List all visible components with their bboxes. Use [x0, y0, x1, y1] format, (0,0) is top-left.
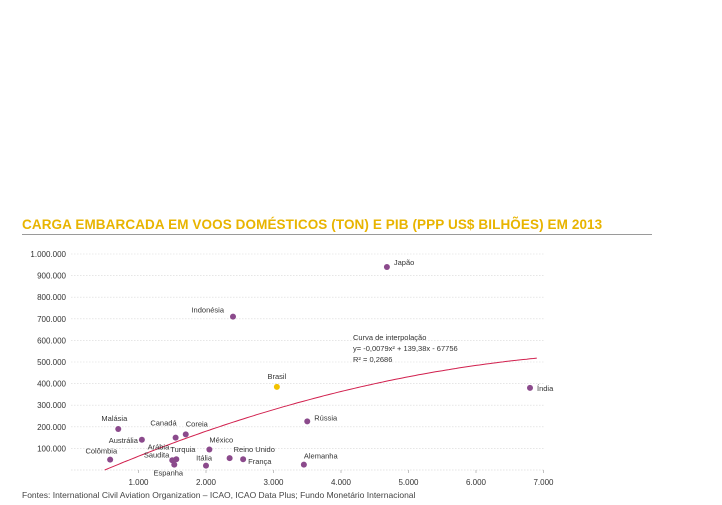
curve-title: Curva de interpolação — [353, 333, 426, 342]
data-point — [304, 418, 311, 425]
data-point — [273, 383, 280, 390]
data-point — [172, 434, 179, 441]
point-label: Espanha — [153, 469, 183, 478]
y-tick-label: 900.000 — [37, 272, 66, 281]
point-label: Canadá — [150, 419, 177, 428]
point-label: Arábia — [148, 442, 171, 451]
point-label: Índia — [537, 384, 554, 393]
y-tick-label: 100.000 — [37, 444, 66, 453]
data-point — [115, 425, 122, 432]
point-label: Indonésia — [191, 306, 224, 315]
chart-title: CARGA EMBARCADA EM VOOS DOMÉSTICOS (TON)… — [22, 217, 603, 232]
data-point — [230, 313, 236, 320]
label-layer: Japão Indonésia Brasil Índia Rússia Malásia Co… — [85, 258, 554, 478]
point-label: Japão — [394, 258, 414, 267]
title-divider — [22, 234, 652, 235]
x-tick-label: 4.000 — [331, 478, 352, 487]
point-label: Itália — [196, 454, 213, 463]
data-point — [240, 456, 247, 463]
point-label: Austrália — [109, 436, 139, 445]
x-tick-label: 1.000 — [128, 478, 149, 487]
point-label: Saudita — [144, 450, 170, 459]
interpolation-curve — [104, 357, 537, 471]
data-point — [182, 431, 189, 438]
point-label: Alemanha — [304, 452, 339, 461]
data-point — [171, 461, 178, 468]
data-point — [206, 446, 213, 453]
curve-layer — [104, 357, 537, 471]
data-point — [383, 263, 390, 270]
source-note: Fontes: International Civil Aviation Org… — [22, 490, 416, 500]
point-layer — [107, 263, 533, 469]
point-label: Rússia — [314, 413, 338, 422]
y-tick-label: 1.000.000 — [30, 250, 66, 259]
grid-layer — [71, 253, 544, 471]
y-tick-label: 800.000 — [37, 293, 66, 302]
x-tick-label: 2.000 — [196, 478, 217, 487]
point-label: Turquia — [170, 445, 196, 454]
point-label: Reino Unido — [234, 445, 275, 454]
data-point — [300, 461, 307, 468]
y-tick-label: 600.000 — [37, 336, 66, 345]
point-label: Coreia — [186, 419, 209, 428]
curve-equation: y= -0,0079x² + 139,38x - 67756 — [353, 344, 458, 353]
data-point — [226, 455, 233, 462]
point-label: Colômbia — [85, 447, 118, 456]
point-label: Malásia — [101, 414, 128, 423]
y-tick-label: 700.000 — [37, 315, 66, 324]
x-tick-label: 7.000 — [533, 478, 554, 487]
axis-layer: 100.000 200.000 300.000 400.000 500.000 600.0… — [30, 250, 554, 487]
x-tick-label: 3.000 — [263, 478, 284, 487]
data-point — [203, 462, 209, 469]
annotation-layer: Curva de interpolação y= -0,0079x² + 139… — [353, 333, 458, 364]
data-point — [107, 456, 114, 463]
y-tick-label: 400.000 — [37, 380, 66, 389]
data-point — [527, 384, 533, 391]
data-point — [138, 436, 145, 443]
y-tick-label: 300.000 — [37, 401, 66, 410]
y-tick-label: 500.000 — [37, 358, 66, 367]
point-label: México — [209, 435, 233, 444]
y-tick-label: 200.000 — [37, 423, 66, 432]
curve-r2: R² = 0,2686 — [353, 355, 392, 364]
point-label: Brasil — [267, 372, 286, 381]
x-tick-label: 5.000 — [398, 478, 419, 487]
point-label: França — [248, 457, 272, 466]
x-tick-label: 6.000 — [466, 478, 487, 487]
